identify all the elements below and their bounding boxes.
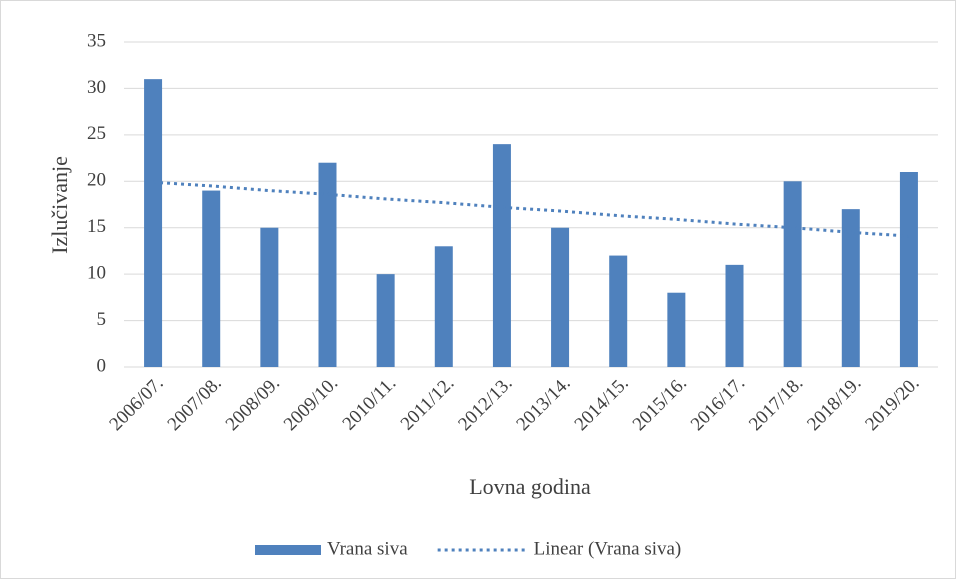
bar xyxy=(144,79,163,368)
bar xyxy=(609,255,628,367)
bar xyxy=(376,274,395,367)
y-tick-label: 5 xyxy=(97,309,107,330)
bar xyxy=(492,144,511,367)
bar xyxy=(551,227,570,367)
y-tick-label: 20 xyxy=(87,170,106,191)
x-axis-title: Lovna godina xyxy=(469,474,591,499)
bar xyxy=(899,172,918,367)
y-tick-label: 10 xyxy=(87,263,106,284)
bar xyxy=(318,162,337,367)
y-tick-label: 15 xyxy=(87,216,106,237)
y-tick-label: 35 xyxy=(87,30,106,51)
bar xyxy=(260,227,279,367)
legend-swatch xyxy=(255,545,321,555)
y-axis-title: Izlučivanje xyxy=(47,156,72,254)
legend-label: Vrana siva xyxy=(327,538,408,559)
bar xyxy=(725,264,744,367)
bar xyxy=(667,292,686,367)
y-tick-label: 30 xyxy=(87,77,106,98)
bar xyxy=(434,246,453,367)
trend-line xyxy=(152,180,910,238)
y-tick-label: 25 xyxy=(87,123,106,144)
y-tick-label: 0 xyxy=(97,355,107,376)
bar xyxy=(783,181,802,367)
legend-label: Linear (Vrana siva) xyxy=(534,538,682,559)
bar xyxy=(841,209,860,367)
bar xyxy=(202,190,221,367)
